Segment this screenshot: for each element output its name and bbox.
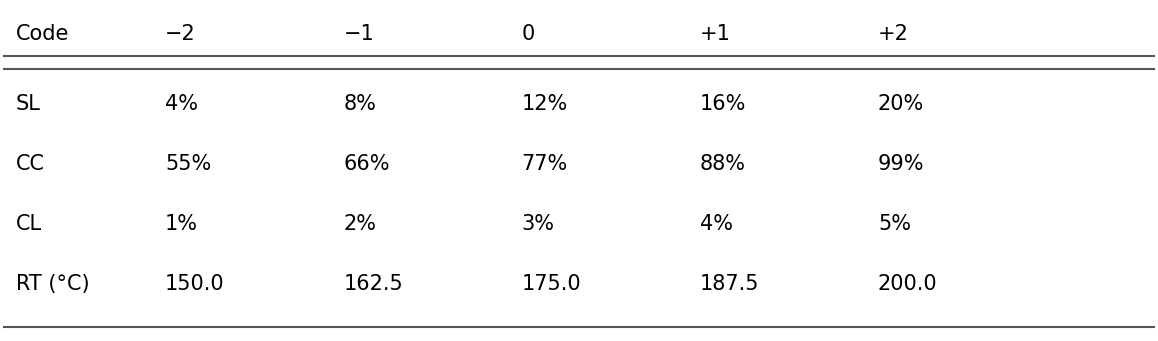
Text: 162.5: 162.5 (343, 273, 403, 294)
Text: 3%: 3% (521, 214, 555, 234)
Text: 2%: 2% (343, 214, 376, 234)
Text: −2: −2 (166, 24, 196, 44)
Text: 5%: 5% (878, 214, 911, 234)
Text: Code: Code (16, 24, 69, 44)
Text: CC: CC (16, 154, 45, 174)
Text: 4%: 4% (166, 94, 198, 114)
Text: 0: 0 (521, 24, 535, 44)
Text: RT (°C): RT (°C) (16, 273, 89, 294)
Text: 99%: 99% (878, 154, 924, 174)
Text: 55%: 55% (166, 154, 212, 174)
Text: 20%: 20% (878, 94, 924, 114)
Text: 77%: 77% (521, 154, 567, 174)
Text: SL: SL (16, 94, 41, 114)
Text: 66%: 66% (343, 154, 390, 174)
Text: 88%: 88% (699, 154, 746, 174)
Text: −1: −1 (343, 24, 374, 44)
Text: 1%: 1% (166, 214, 198, 234)
Text: 4%: 4% (699, 214, 733, 234)
Text: +2: +2 (878, 24, 909, 44)
Text: 150.0: 150.0 (166, 273, 225, 294)
Text: CL: CL (16, 214, 42, 234)
Text: 200.0: 200.0 (878, 273, 938, 294)
Text: 175.0: 175.0 (521, 273, 581, 294)
Text: 8%: 8% (343, 94, 376, 114)
Text: 187.5: 187.5 (699, 273, 760, 294)
Text: 16%: 16% (699, 94, 746, 114)
Text: +1: +1 (699, 24, 731, 44)
Text: 12%: 12% (521, 94, 567, 114)
